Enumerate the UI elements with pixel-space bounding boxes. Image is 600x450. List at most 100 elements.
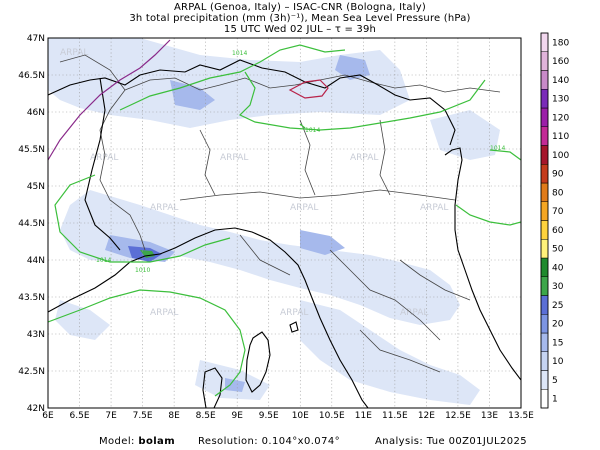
colorbar-label: 180 (552, 38, 569, 48)
colorbar-swatch (540, 295, 549, 315)
svg-text:ARPAL: ARPAL (150, 308, 178, 318)
colorbar-label: 90 (552, 170, 564, 180)
latitude-label: 43N (27, 330, 45, 340)
longitude-label: 12E (418, 411, 435, 421)
colorbar-label: 40 (552, 263, 564, 273)
longitude-label: 13E (481, 411, 498, 421)
footer-resolution: Resolution: 0.104°x0.074° (198, 436, 340, 447)
longitude-label: 9.5E (259, 411, 279, 421)
latitude-labels: 47N 46.5N 46N 45.5N 45N 44.5N 44N 43.5N 43N 42.5N… (18, 34, 45, 414)
colorbar-label: 160 (552, 57, 569, 67)
title-line-3: 15 UTC Wed 02 JUL – τ = 39h (223, 24, 377, 35)
colorbar-swatch (540, 332, 549, 352)
footer-analysis-value: Tue 00Z01JUL2025 (426, 436, 528, 447)
longitude-label: 12.5E (445, 411, 471, 421)
isobar-closed (288, 79, 329, 99)
latitude-label: 45.5N (18, 145, 45, 155)
svg-text:1014: 1014 (305, 127, 320, 134)
isobar-labels: 1014 1014 1014 1014 1010 (96, 50, 505, 274)
svg-text:1010: 1010 (135, 267, 150, 274)
country-borders (48, 59, 456, 251)
colorbar-label: 25 (552, 301, 563, 311)
precipitation-field (48, 38, 500, 405)
colorbar-swatch (540, 389, 549, 409)
longitude-label: 7E (105, 411, 117, 421)
longitude-label: 6.5E (70, 411, 90, 421)
footer-analysis-label: Analysis: (375, 436, 424, 447)
latitude-label: 46N (27, 108, 45, 118)
colorbar-swatch (540, 145, 549, 165)
svg-text:1014: 1014 (490, 145, 505, 152)
colorbar-swatch (540, 351, 549, 371)
latitude-label: 47N (27, 34, 45, 44)
colorbar-swatch (540, 182, 549, 202)
colorbar-label: 70 (552, 207, 564, 217)
colorbar-label: 130 (552, 95, 569, 105)
longitude-label: 11E (355, 411, 372, 421)
colorbar-label: 15 (552, 338, 563, 348)
latitude-label: 44.5N (18, 219, 45, 229)
longitude-label: 11.5E (382, 411, 408, 421)
colorbar-label: 10 (552, 357, 564, 367)
longitude-label: 10E (292, 411, 309, 421)
title-line-1: ARPAL (Genoa, Italy) – ISAC-CNR (Bologna… (174, 2, 426, 13)
svg-text:ARPAL: ARPAL (60, 48, 88, 58)
isobar-high (48, 39, 171, 161)
colorbar-swatch (540, 107, 549, 127)
colorbar-swatch (540, 257, 549, 277)
colorbar-label: 1 (552, 395, 558, 405)
svg-text:ARPAL: ARPAL (150, 203, 178, 213)
latitude-label: 45N (27, 182, 45, 192)
colorbar-swatch (540, 89, 549, 109)
footer-model: Model: bolam (99, 436, 175, 447)
colorbar-label: 140 (552, 76, 569, 86)
svg-text:ARPAL: ARPAL (280, 308, 308, 318)
colorbar-label: 20 (552, 320, 564, 330)
svg-text:1014: 1014 (96, 257, 111, 264)
longitude-label: 8E (168, 411, 180, 421)
footer-model-label: Model: (99, 436, 135, 447)
colorbar-swatch (540, 164, 549, 184)
svg-text:ARPAL: ARPAL (420, 203, 448, 213)
longitude-label: 6E (42, 411, 54, 421)
colorbar-swatch (540, 314, 549, 334)
colorbar: 1510152025304050607080901001101201301401… (540, 32, 569, 409)
svg-text:ARPAL: ARPAL (290, 203, 318, 213)
latitude-label: 42.5N (18, 367, 45, 377)
colorbar-label: 120 (552, 113, 569, 123)
colorbar-label: 30 (552, 282, 564, 292)
colorbar-label: 50 (552, 245, 564, 255)
precipitation-heavy (128, 246, 162, 262)
svg-text:ARPAL: ARPAL (350, 153, 378, 163)
svg-text:ARPAL: ARPAL (400, 308, 428, 318)
longitude-label: 8.5E (196, 411, 216, 421)
colorbar-swatch (540, 370, 549, 390)
longitude-label: 7.5E (133, 411, 153, 421)
longitude-label: 10.5E (319, 411, 345, 421)
colorbar-swatch (540, 239, 549, 259)
colorbar-frame (540, 32, 549, 409)
footer-resolution-value: 0.104°x0.074° (261, 436, 340, 447)
longitude-label: 9E (231, 411, 243, 421)
colorbar-swatch (540, 126, 549, 146)
latitude-label: 44N (27, 256, 45, 266)
colorbar-label: 100 (552, 151, 569, 161)
title-line-2: 3h total precipitation (mm (3h)⁻¹), Mean… (129, 13, 471, 24)
svg-text:1014: 1014 (232, 50, 247, 57)
colorbar-swatch (540, 51, 549, 71)
colorbar-label: 80 (552, 188, 564, 198)
colorbar-swatch (540, 201, 549, 221)
latitude-label: 42N (27, 404, 45, 414)
longitude-labels: 6E 6.5E 7E 7.5E 8E 8.5E 9E 9.5E 10E 10.5E 11E 11.5E… (42, 411, 534, 421)
colorbar-swatch (540, 32, 549, 52)
colorbar-swatch (540, 70, 549, 90)
footer-model-value: bolam (138, 436, 176, 447)
isobars (48, 44, 521, 397)
coastline (48, 147, 521, 408)
colorbar-swatch (540, 220, 549, 240)
footer-resolution-label: Resolution: (198, 436, 259, 447)
colorbar-label: 110 (552, 132, 569, 142)
latitude-label: 46.5N (18, 71, 45, 81)
svg-text:ARPAL: ARPAL (220, 153, 248, 163)
